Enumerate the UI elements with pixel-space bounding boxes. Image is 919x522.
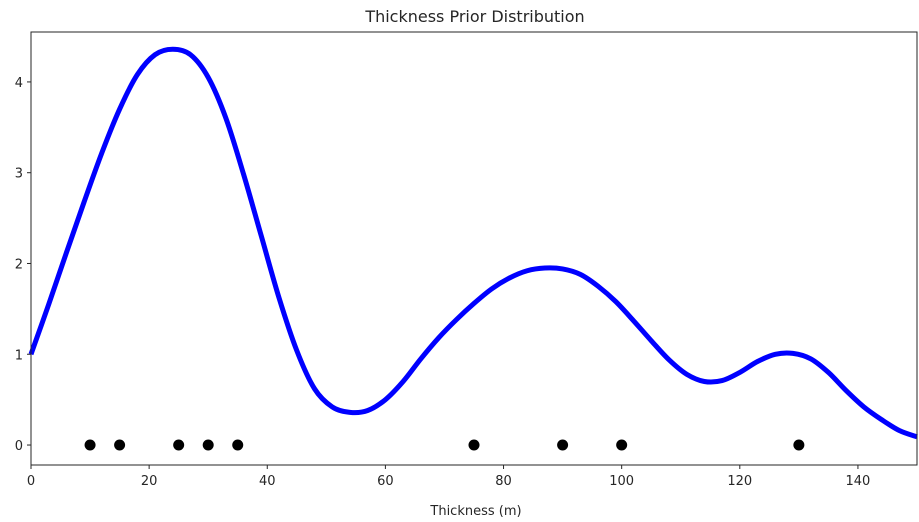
- x-tick-label: 60: [377, 474, 394, 489]
- x-tick-label: 120: [727, 474, 752, 489]
- x-tick-label: 80: [495, 474, 512, 489]
- x-tick-label: 0: [27, 474, 35, 489]
- chart-title: Thickness Prior Distribution: [364, 7, 584, 26]
- y-tick-label: 0: [15, 439, 23, 454]
- plot-area: [28, 46, 918, 451]
- data-point: [84, 439, 96, 451]
- data-point: [793, 439, 805, 451]
- x-axis-label: Thickness (m): [429, 504, 521, 519]
- x-tick-label: 40: [259, 474, 276, 489]
- x-tick-label: 140: [846, 474, 871, 489]
- density-curve: [28, 46, 918, 440]
- y-tick-label: 2: [15, 257, 23, 272]
- data-point: [468, 439, 480, 451]
- x-tick-label: 20: [141, 474, 158, 489]
- data-point: [114, 439, 126, 451]
- plot-frame: [30, 31, 918, 466]
- x-axis: 0 20 40 60 80 100 120 140: [27, 465, 870, 489]
- y-axis: 0 1 2 3 4: [15, 76, 31, 454]
- data-point: [557, 439, 569, 451]
- y-tick-label: 1: [15, 348, 23, 363]
- y-tick-label: 3: [15, 167, 23, 182]
- y-tick-label: 4: [15, 76, 23, 91]
- x-tick-label: 100: [609, 474, 634, 489]
- data-point: [202, 439, 214, 451]
- data-point: [616, 439, 628, 451]
- data-point: [173, 439, 185, 451]
- data-point: [232, 439, 244, 451]
